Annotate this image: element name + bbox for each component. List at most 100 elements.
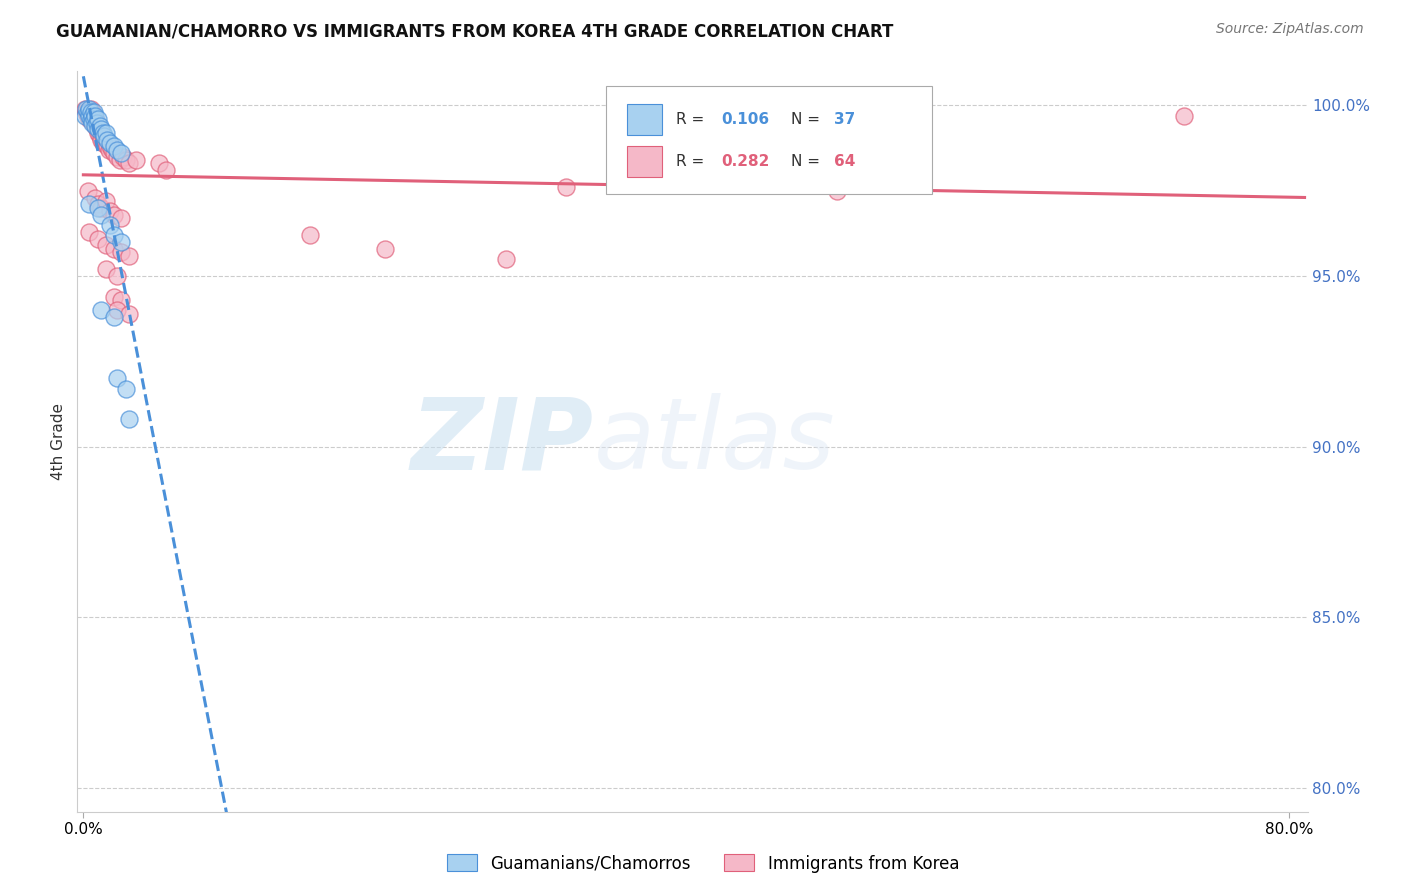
- Point: [110, 245, 132, 260]
- Point: [117, 156, 139, 170]
- Point: [94, 136, 117, 150]
- Point: [90, 132, 112, 146]
- Point: [87, 231, 110, 245]
- Point: [148, 156, 170, 170]
- Point: [86, 115, 108, 129]
- Point: [100, 204, 122, 219]
- Point: [125, 153, 148, 167]
- Point: [105, 143, 128, 157]
- Point: [105, 150, 128, 164]
- Point: [108, 153, 131, 167]
- Point: [73, 109, 96, 123]
- Point: [89, 119, 111, 133]
- Point: [84, 119, 107, 133]
- Point: [84, 109, 107, 123]
- Point: [110, 146, 132, 161]
- Point: [75, 102, 97, 116]
- Point: [103, 139, 125, 153]
- Point: [94, 238, 117, 252]
- Point: [80, 102, 103, 116]
- Point: [93, 132, 115, 146]
- Point: [96, 132, 118, 146]
- Point: [80, 105, 103, 120]
- Point: [90, 126, 112, 140]
- Point: [105, 268, 128, 283]
- Text: 0.282: 0.282: [721, 154, 769, 169]
- FancyBboxPatch shape: [627, 104, 662, 136]
- Point: [374, 242, 396, 256]
- Point: [90, 208, 112, 222]
- Point: [83, 105, 105, 120]
- Point: [82, 112, 104, 127]
- Point: [89, 122, 111, 136]
- Text: ZIP: ZIP: [411, 393, 595, 490]
- Point: [79, 105, 101, 120]
- Point: [117, 412, 139, 426]
- Point: [84, 191, 107, 205]
- Point: [103, 242, 125, 256]
- Point: [80, 112, 103, 127]
- Point: [83, 109, 105, 123]
- Point: [155, 163, 177, 178]
- Point: [87, 126, 110, 140]
- Point: [103, 208, 125, 222]
- Text: R =: R =: [676, 154, 710, 169]
- Point: [117, 249, 139, 263]
- Point: [100, 136, 122, 150]
- Point: [75, 105, 97, 120]
- Point: [110, 211, 132, 225]
- Point: [117, 307, 139, 321]
- Point: [105, 303, 128, 318]
- Text: N =: N =: [792, 112, 825, 128]
- Point: [103, 310, 125, 324]
- Point: [84, 119, 107, 133]
- Point: [77, 184, 100, 198]
- Point: [94, 262, 117, 277]
- Legend: Guamanians/Chamorros, Immigrants from Korea: Guamanians/Chamorros, Immigrants from Ko…: [440, 847, 966, 880]
- Point: [87, 201, 110, 215]
- Point: [114, 153, 136, 167]
- Point: [94, 126, 117, 140]
- Text: atlas: atlas: [595, 393, 835, 490]
- Point: [83, 115, 105, 129]
- Text: N =: N =: [792, 154, 825, 169]
- Point: [87, 122, 110, 136]
- Point: [90, 303, 112, 318]
- Point: [91, 129, 114, 144]
- Point: [80, 109, 103, 123]
- Point: [103, 289, 125, 303]
- Text: Source: ZipAtlas.com: Source: ZipAtlas.com: [1216, 22, 1364, 37]
- Point: [79, 197, 101, 211]
- Point: [94, 194, 117, 208]
- Point: [83, 112, 105, 127]
- Point: [82, 105, 104, 120]
- Point: [495, 252, 517, 266]
- Point: [114, 382, 136, 396]
- Text: 37: 37: [834, 112, 855, 128]
- Text: R =: R =: [676, 112, 710, 128]
- Text: 64: 64: [834, 154, 855, 169]
- Point: [96, 139, 118, 153]
- Point: [79, 102, 101, 116]
- Y-axis label: 4th Grade: 4th Grade: [51, 403, 66, 480]
- Point: [103, 228, 125, 243]
- Point: [77, 105, 100, 120]
- Point: [1173, 109, 1195, 123]
- Point: [87, 197, 110, 211]
- Point: [110, 235, 132, 249]
- FancyBboxPatch shape: [606, 87, 932, 194]
- Point: [93, 129, 115, 144]
- Point: [298, 228, 321, 243]
- Point: [86, 122, 108, 136]
- Point: [111, 150, 134, 164]
- Point: [87, 112, 110, 127]
- Point: [103, 146, 125, 161]
- Point: [91, 126, 114, 140]
- Point: [554, 180, 576, 194]
- Point: [98, 143, 121, 157]
- Point: [84, 112, 107, 127]
- Point: [90, 122, 112, 136]
- Point: [105, 371, 128, 385]
- Point: [100, 218, 122, 232]
- Text: GUAMANIAN/CHAMORRO VS IMMIGRANTS FROM KOREA 4TH GRADE CORRELATION CHART: GUAMANIAN/CHAMORRO VS IMMIGRANTS FROM KO…: [56, 22, 894, 40]
